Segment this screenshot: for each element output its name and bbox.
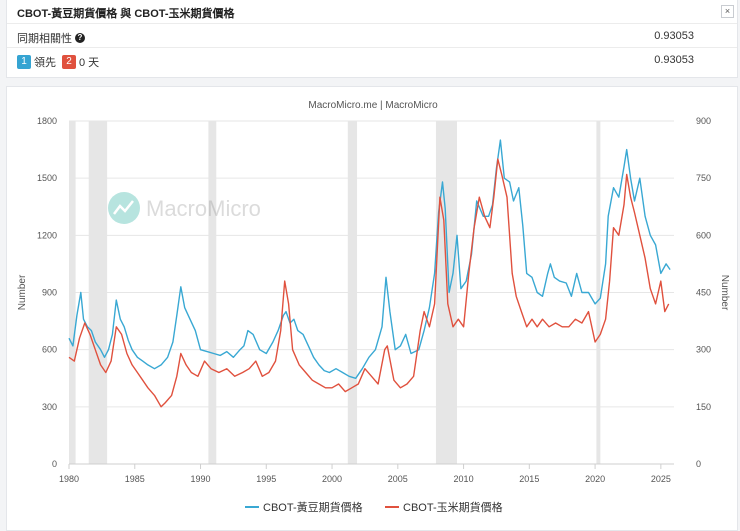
watermark-trend-icon [113,200,134,215]
y-tick-right: 450 [696,288,711,298]
x-tick-label: 1990 [191,474,211,484]
correlation-row: 同期相關性 ? 0.93053 [7,23,737,47]
x-tick-label: 2015 [519,474,539,484]
lead-badge-2: 2 [62,55,76,69]
y-tick-left: 0 [52,459,57,469]
y-tick-left: 300 [42,402,57,412]
y-tick-right: 0 [696,459,701,469]
y-tick-left: 1800 [37,116,57,126]
panel-title: CBOT-黃豆期貨價格 與 CBOT-玉米期貨價格 [17,8,235,20]
legend-item: CBOT-玉米期貨價格 [403,500,503,514]
correlation-label: 同期相關性 [17,33,72,45]
x-tick-label: 2000 [322,474,342,484]
help-icon[interactable]: ? [75,33,85,43]
chart-title: MacroMicro.me | MacroMicro [308,100,438,111]
y-tick-right: 750 [696,173,711,183]
lead-row: 1 領先 2 0 天 0.93053 [7,47,737,71]
lead-label: 領先 [34,57,56,69]
watermark-icon [108,192,140,224]
y-tick-right: 900 [696,116,711,126]
lead-value: 0.93053 [654,54,694,66]
lead-days: 0 天 [79,57,100,69]
y-tick-left: 1500 [37,173,57,183]
y-tick-left: 600 [42,345,57,355]
y-tick-left: 1200 [37,230,57,240]
y-tick-right: 300 [696,345,711,355]
lead-badge-1: 1 [17,55,31,69]
y-tick-left: 900 [42,288,57,298]
y-tick-right: 150 [696,402,711,412]
x-tick-label: 1995 [256,474,276,484]
watermark-text: MacroMicro [146,196,261,221]
correlation-value: 0.93053 [654,30,694,42]
x-tick-label: 2010 [454,474,474,484]
y-tick-right: 600 [696,230,711,240]
chart-panel: MacroMicro.me | MacroMicro 0 300 600 900 1200… [6,86,738,531]
close-button[interactable]: × [721,5,734,18]
x-tick-label: 2005 [388,474,408,484]
y-axis-label-left: Number [17,274,28,310]
line-chart: MacroMicro.me | MacroMicro 0 300 600 900 1200… [17,100,730,514]
legend-item: CBOT-黃豆期貨價格 [263,500,363,514]
x-tick-label: 1980 [59,474,79,484]
correlation-panel: CBOT-黃豆期貨價格 與 CBOT-玉米期貨價格 × 同期相關性 ? 0.93… [6,0,738,78]
series-line-corn [68,158,670,408]
series-line-soybean [68,139,671,379]
y-axis-label-right: Number [719,275,730,311]
x-tick-label: 2020 [585,474,605,484]
x-tick-label: 2025 [651,474,671,484]
x-tick-label: 1985 [125,474,145,484]
watermark-logo: MacroMicro [108,192,261,224]
